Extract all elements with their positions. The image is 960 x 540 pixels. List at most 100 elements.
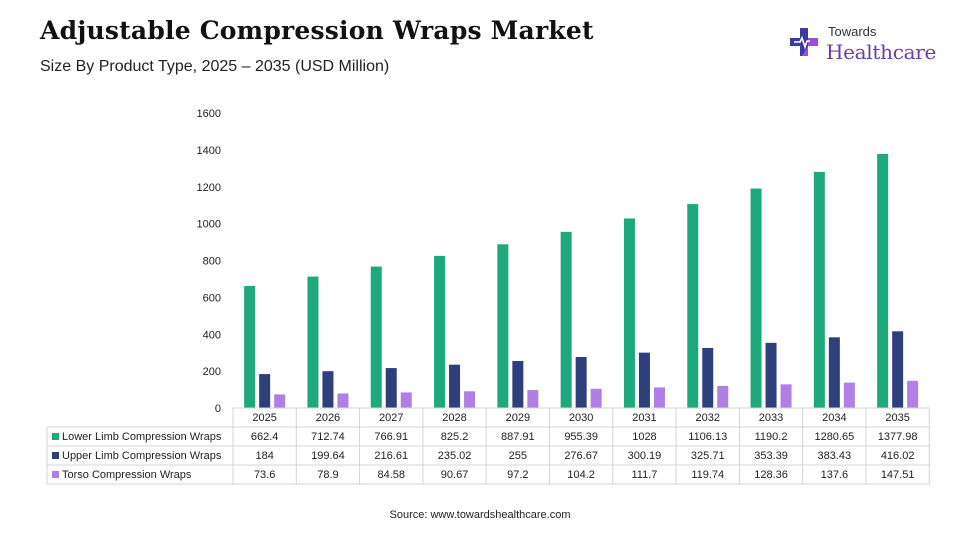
bar	[780, 384, 792, 408]
data-label: 137.6	[821, 469, 849, 481]
bar	[307, 276, 319, 408]
data-label: 97.2	[507, 469, 528, 481]
bar	[653, 387, 665, 408]
data-label: 712.74	[311, 431, 345, 443]
bar	[497, 244, 509, 408]
bar	[370, 266, 382, 408]
y-tick-label: 1600	[197, 108, 221, 120]
y-tick-label: 800	[203, 256, 221, 268]
x-tick-label: 2033	[759, 412, 783, 424]
x-tick-label: 2031	[632, 412, 656, 424]
data-label: 199.64	[311, 450, 345, 462]
x-tick-label: 2034	[822, 412, 846, 424]
bar	[590, 388, 602, 408]
bar	[687, 204, 699, 408]
x-tick-label: 2029	[506, 412, 530, 424]
y-tick-label: 600	[203, 292, 221, 304]
x-tick-label: 2028	[442, 412, 466, 424]
x-tick-label: 2025	[252, 412, 276, 424]
bar	[702, 347, 714, 408]
y-tick-label: 1400	[197, 145, 221, 157]
chart-subtitle: Size By Product Type, 2025 – 2035 (USD M…	[40, 58, 390, 75]
bar	[400, 392, 412, 408]
bar	[560, 231, 572, 408]
y-tick-label: 200	[203, 366, 221, 378]
legend-label: Torso Compression Wraps	[62, 469, 192, 481]
bar	[750, 188, 762, 408]
bar	[623, 218, 635, 408]
data-label: 84.58	[377, 469, 405, 481]
data-label: 300.19	[628, 450, 662, 462]
y-tick-label: 1200	[197, 182, 221, 194]
data-label: 325.71	[691, 450, 725, 462]
data-label: 353.39	[754, 450, 788, 462]
bar	[892, 331, 904, 408]
x-tick-label: 2032	[696, 412, 720, 424]
data-label: 1190.2	[755, 431, 788, 443]
bar	[877, 153, 889, 408]
source-note: Source: www.towardshealthcare.com	[389, 509, 571, 521]
data-label: 1377.98	[878, 431, 918, 443]
logo-main-text: Healthcare	[826, 40, 937, 64]
bar	[907, 380, 919, 408]
bar	[527, 390, 539, 408]
bar	[765, 342, 777, 408]
bar	[244, 285, 256, 408]
bar	[337, 393, 349, 408]
data-label: 383.43	[818, 450, 852, 462]
x-tick-label: 2035	[885, 412, 909, 424]
data-label: 955.39	[564, 431, 598, 443]
y-tick-label: 400	[203, 329, 221, 341]
bar	[464, 391, 476, 408]
bar	[843, 382, 855, 408]
data-label: 216.61	[374, 450, 408, 462]
data-label: 78.9	[317, 469, 338, 481]
bar	[512, 360, 524, 408]
data-label: 416.02	[881, 450, 915, 462]
bar	[434, 255, 446, 408]
bar	[638, 352, 650, 408]
data-label: 90.67	[441, 469, 469, 481]
bar	[828, 337, 840, 408]
x-tick-label: 2027	[379, 412, 403, 424]
data-label: 128.36	[754, 469, 788, 481]
legend-swatch	[52, 452, 59, 459]
data-label: 1028	[632, 431, 656, 443]
data-label: 147.51	[881, 469, 915, 481]
data-label: 104.2	[567, 469, 595, 481]
bar	[575, 356, 587, 408]
bar	[813, 171, 825, 408]
data-label: 766.91	[374, 431, 408, 443]
data-label: 73.6	[254, 469, 275, 481]
data-label: 111.7	[631, 469, 657, 481]
chart-title: Adjustable Compression Wraps Market	[40, 16, 594, 45]
legend-label: Lower Limb Compression Wraps	[62, 431, 222, 443]
legend-swatch	[52, 433, 59, 440]
data-label: 825.2	[441, 431, 469, 443]
data-label: 1280.65	[814, 431, 854, 443]
legend-label: Upper Limb Compression Wraps	[62, 450, 222, 462]
bar	[322, 371, 334, 408]
data-label: 1106.13	[688, 431, 727, 443]
legend-swatch	[52, 471, 59, 478]
bar	[274, 394, 286, 408]
towards-healthcare-logo: Towards Healthcare	[788, 22, 938, 68]
data-label: 662.4	[251, 431, 279, 443]
data-label: 276.67	[564, 450, 598, 462]
bar	[259, 374, 271, 408]
data-label: 235.02	[438, 450, 472, 462]
bar	[717, 385, 729, 408]
data-label: 119.74	[691, 469, 724, 481]
logo-top-text: Towards	[828, 24, 877, 39]
y-tick-label: 0	[215, 403, 221, 415]
medical-cross-icon	[790, 28, 818, 56]
x-tick-label: 2030	[569, 412, 593, 424]
data-label: 255	[509, 450, 527, 462]
data-label: 887.91	[501, 431, 535, 443]
x-tick-label: 2026	[316, 412, 340, 424]
bar	[385, 368, 397, 408]
y-tick-label: 1000	[197, 219, 221, 231]
data-label: 184	[255, 450, 273, 462]
bar	[449, 364, 461, 408]
